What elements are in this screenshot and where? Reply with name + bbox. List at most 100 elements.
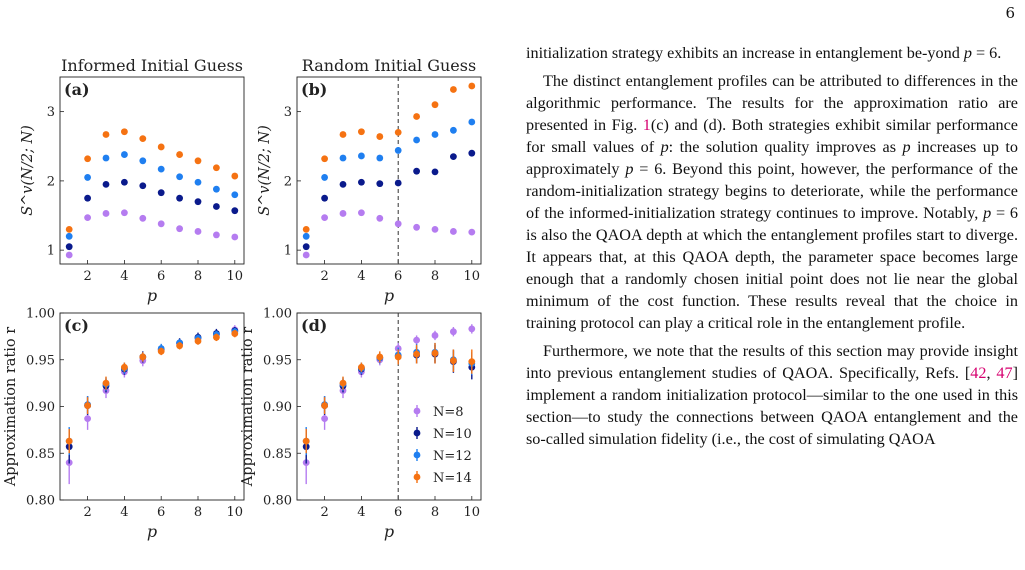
plot-frame (59, 76, 245, 265)
y-tick-label: 1 (284, 244, 292, 259)
data-point (339, 154, 347, 162)
x-axis-label: p (147, 522, 157, 541)
data-point (213, 185, 220, 193)
x-tick-label: 8 (431, 269, 439, 284)
y-tick-label: 0.80 (26, 494, 55, 509)
data-point (468, 358, 476, 366)
y-tick-label: 1.00 (263, 307, 292, 322)
data-point (176, 194, 184, 202)
text-run: ] implement a random initialization prot… (526, 364, 1018, 448)
data-point (194, 198, 202, 206)
x-tick-label: 10 (227, 269, 244, 284)
data-point (413, 336, 420, 344)
x-tick-label: 4 (357, 505, 365, 520)
math-var: p (983, 204, 992, 222)
data-point (468, 228, 476, 236)
x-tick-label: 8 (194, 505, 202, 520)
data-point (65, 251, 73, 259)
data-point (431, 131, 439, 138)
data-point (121, 128, 128, 136)
data-point (394, 179, 402, 187)
data-point (321, 402, 328, 409)
math-var: p (625, 160, 634, 178)
data-point (121, 151, 128, 158)
citation-link[interactable]: 1 (642, 116, 651, 134)
data-point (450, 126, 457, 134)
data-point (302, 243, 310, 251)
data-point (231, 191, 239, 199)
data-point (139, 135, 147, 143)
data-point (321, 155, 328, 163)
figure: Informed Initial Guess (a) 2 4 6 8 10 p 1 2 3 S^v(N… (3, 56, 482, 541)
data-point (321, 415, 328, 423)
chart-panel-a: Informed Initial Guess (a) 2 4 6 8 10 p 1 2 3 S^v(N… (20, 56, 245, 305)
text-run: The distinct entanglement profiles can b… (526, 72, 1018, 134)
data-point (431, 349, 439, 357)
x-tick-label: 6 (394, 269, 402, 284)
y-tick-label: 0.90 (263, 400, 292, 415)
data-point (376, 180, 384, 188)
data-point (213, 231, 220, 239)
legend-entry: N=8 (413, 405, 464, 420)
data-point (358, 209, 365, 217)
legend-marker (413, 473, 421, 481)
data-point (450, 153, 457, 161)
panel-label: (b) (301, 80, 327, 99)
data-point (139, 353, 147, 361)
data-point (157, 220, 165, 228)
panel-label: (c) (64, 316, 89, 335)
data-point (431, 332, 439, 339)
text-run: = 6. (971, 44, 1002, 62)
legend-marker (413, 451, 421, 459)
data-point (65, 232, 73, 240)
data-point (157, 143, 165, 151)
x-tick-label: 2 (83, 505, 91, 520)
panel-title: Informed Initial Guess (61, 56, 243, 75)
x-tick-label: 8 (194, 269, 202, 284)
data-point (413, 223, 420, 231)
x-tick-label: 6 (157, 505, 165, 520)
legend-label: N=10 (433, 427, 472, 442)
y-tick-label: 3 (284, 105, 292, 120)
x-tick-label: 10 (464, 269, 481, 284)
chart-panel-b: Random Initial Guess (b) 2 4 6 8 10 p 1 2 3 S^v(N/2… (257, 56, 482, 305)
x-tick-label: 10 (464, 505, 481, 520)
data-point (413, 136, 420, 144)
legend-entry: N=10 (413, 427, 472, 442)
data-point (157, 189, 165, 197)
data-point (394, 147, 402, 154)
data-point (84, 214, 91, 221)
plot-frame (296, 76, 482, 265)
x-tick-label: 2 (320, 505, 328, 520)
legend-label: N=8 (433, 405, 464, 420)
data-point (213, 333, 220, 341)
data-point (302, 225, 310, 233)
x-tick-label: 6 (157, 269, 165, 284)
text-run: = 6 is also the QAOA depth at which the … (526, 204, 1018, 332)
data-point (413, 113, 420, 120)
data-point (176, 342, 184, 350)
y-tick-label: 0.85 (26, 447, 55, 462)
y-tick-label: 0.90 (26, 400, 55, 415)
citation-link[interactable]: 42 (970, 364, 987, 382)
body-text-column: initialization strategy exhibits an incr… (526, 42, 1018, 450)
legend-label: N=12 (433, 449, 472, 464)
data-point (468, 82, 476, 90)
legend-entry: N=12 (413, 449, 472, 464)
data-point (102, 210, 110, 217)
text-run: : the solution quality improves as (668, 138, 903, 156)
y-tick-label: 1.00 (26, 307, 55, 322)
x-tick-label: 10 (227, 505, 244, 520)
y-tick-label: 2 (47, 174, 55, 189)
data-point (65, 437, 73, 445)
chart-panel-d: (d) 2 4 6 8 10 p 0.80 0.85 0.90 0.95 1.00 Approximat… (240, 307, 482, 541)
data-point (231, 207, 239, 215)
text-run: Furthermore, we note that the results of… (526, 342, 1018, 382)
data-point (176, 225, 184, 233)
data-point (450, 328, 457, 336)
citation-link[interactable]: 47 (996, 364, 1013, 382)
data-point (194, 157, 202, 165)
data-point (431, 225, 439, 233)
data-point (302, 232, 310, 240)
panel-title: Random Initial Guess (302, 56, 476, 75)
